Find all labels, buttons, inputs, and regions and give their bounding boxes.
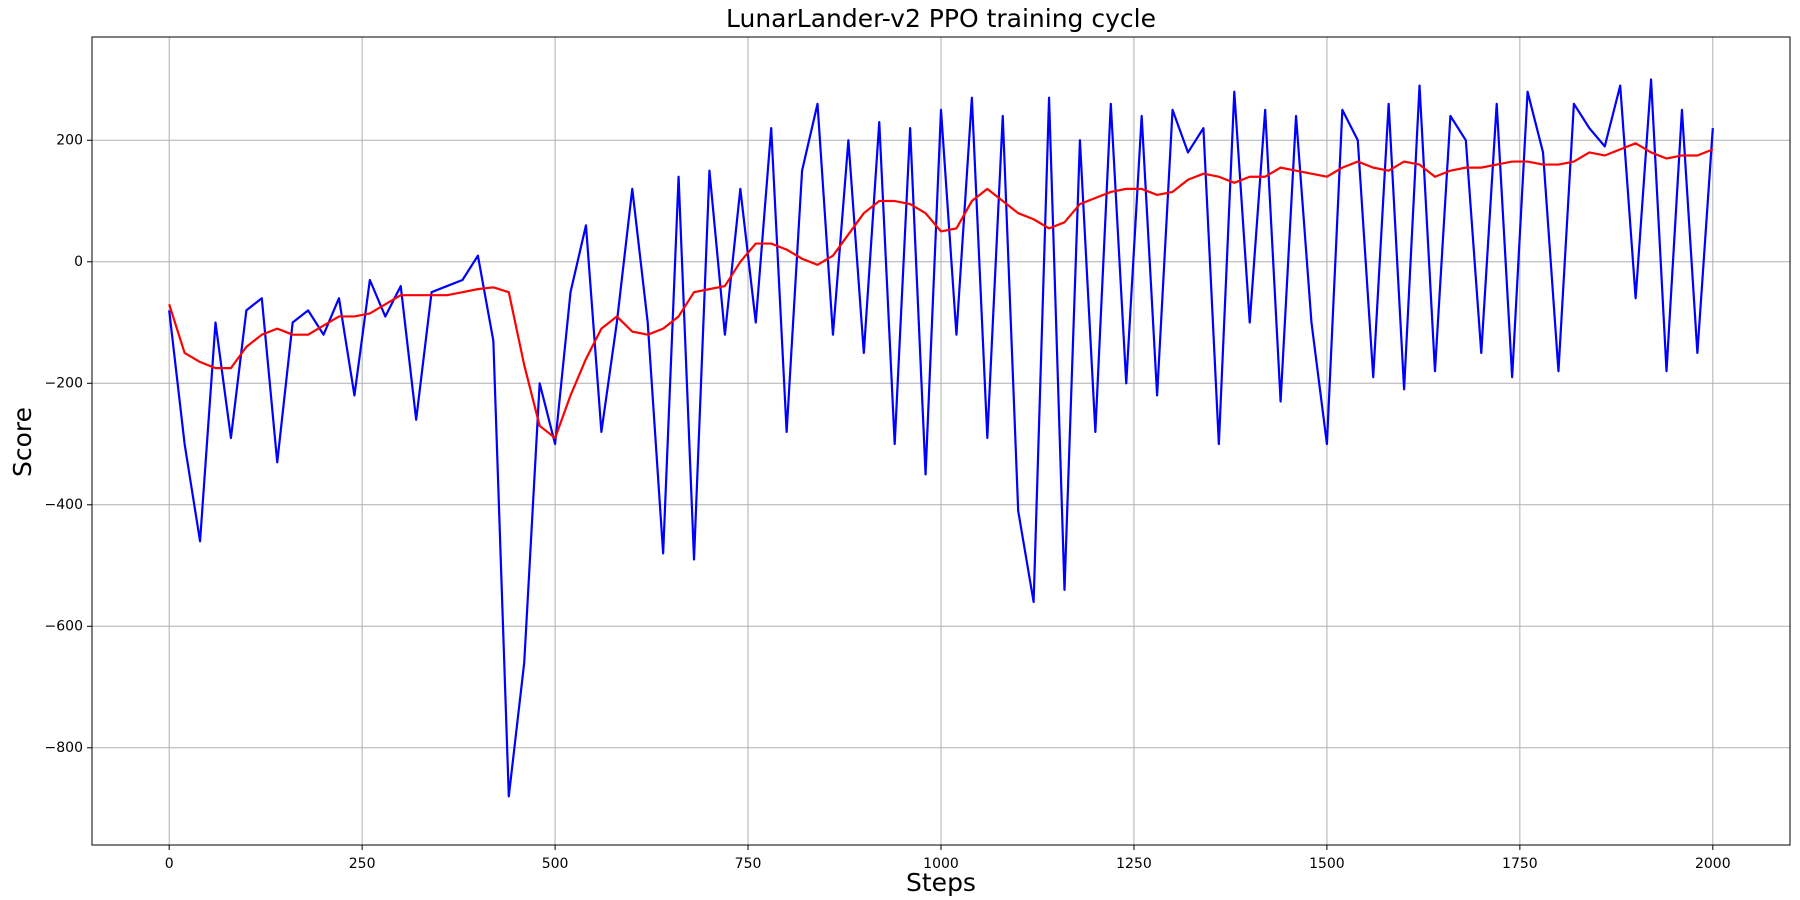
y-tick-label: −800 [45, 740, 83, 756]
x-tick-label: 0 [165, 856, 174, 872]
chart-title: LunarLander-v2 PPO training cycle [726, 4, 1156, 33]
x-tick-label: 1000 [923, 856, 959, 872]
x-tick-label: 250 [349, 856, 376, 872]
y-tick-label: 200 [56, 132, 83, 148]
y-tick-label: −200 [45, 375, 83, 391]
y-tick-label: −600 [45, 618, 83, 634]
data-line [168, 142, 1714, 440]
x-tick-label: 1750 [1502, 856, 1538, 872]
x-tick-label: 500 [542, 856, 569, 872]
x-tick-label: 750 [735, 856, 762, 872]
x-tick-label: 1500 [1309, 856, 1345, 872]
y-tick-label: −400 [45, 497, 83, 513]
data-line [168, 78, 1714, 798]
y-axis-label: Score [8, 407, 37, 477]
y-tick-label: 0 [74, 254, 83, 270]
plot-frame [91, 36, 1791, 846]
x-tick-label: 2000 [1695, 856, 1731, 872]
x-axis-label: Steps [906, 868, 976, 897]
x-tick-label: 1250 [1116, 856, 1152, 872]
